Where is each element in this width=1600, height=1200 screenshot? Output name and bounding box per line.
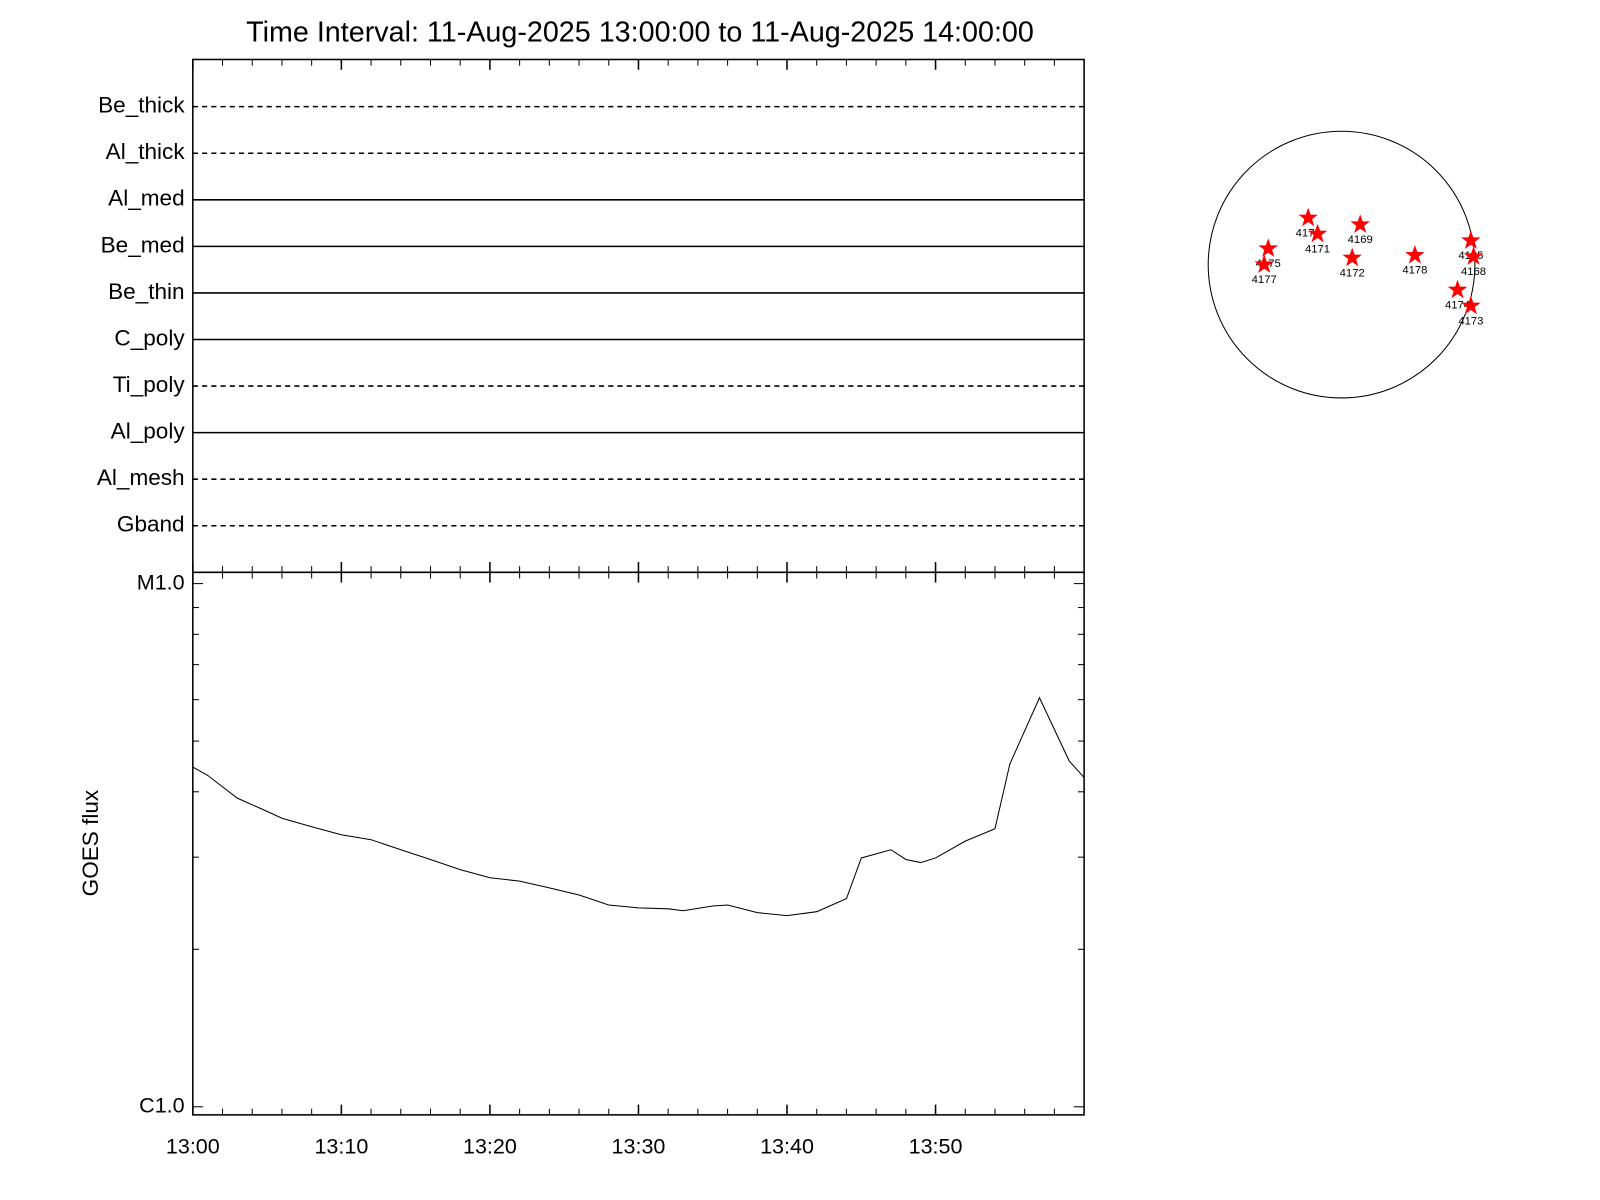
filter-label: Be_med xyxy=(101,232,185,257)
region-marker xyxy=(1461,295,1481,315)
x-tick-label: 13:00 xyxy=(166,1134,220,1158)
filter-label: Ti_poly xyxy=(113,372,186,397)
region-marker xyxy=(1350,214,1370,233)
region-marker xyxy=(1447,279,1468,299)
y-axis-label: GOES flux xyxy=(78,789,103,896)
region-label: 4174 xyxy=(1445,299,1470,311)
region-label: 4173 xyxy=(1458,315,1483,327)
region-label: 4171 xyxy=(1305,243,1330,255)
filter-label: Al_poly xyxy=(111,419,186,444)
x-tick-label: 13:10 xyxy=(314,1134,368,1158)
region-marker xyxy=(1342,247,1362,267)
region-marker xyxy=(1463,246,1484,265)
filter-label: Gband xyxy=(117,512,185,537)
chart-title: Time Interval: 11-Aug-2025 13:00:00 to 1… xyxy=(246,16,1034,48)
region-marker xyxy=(1258,238,1278,257)
filter-label: Al_med xyxy=(108,186,184,211)
region-label: 4178 xyxy=(1402,265,1427,277)
region-label: 4168 xyxy=(1461,266,1486,278)
y-tick-label: M1.0 xyxy=(137,570,185,594)
x-tick-label: 13:50 xyxy=(909,1134,963,1158)
filter-label: Be_thick xyxy=(98,93,185,118)
region-marker xyxy=(1254,254,1274,273)
region-label: 4172 xyxy=(1340,267,1365,279)
y-tick-label: C1.0 xyxy=(139,1093,184,1117)
region-marker xyxy=(1307,223,1328,243)
x-tick-label: 13:30 xyxy=(612,1134,666,1158)
filter-label: Be_thin xyxy=(108,279,184,304)
x-tick-label: 13:20 xyxy=(463,1134,517,1158)
region-marker xyxy=(1405,245,1425,264)
filter-label: C_poly xyxy=(114,325,185,350)
region-marker xyxy=(1298,207,1318,227)
x-tick-label: 13:40 xyxy=(760,1134,814,1158)
region-marker xyxy=(1461,230,1481,249)
flux-line xyxy=(192,696,1085,917)
filter-label: Al_thick xyxy=(106,139,186,164)
solar-disk xyxy=(1207,130,1476,399)
filter-label: Al_mesh xyxy=(97,465,185,490)
region-label: 4177 xyxy=(1252,274,1277,286)
region-label: 4169 xyxy=(1348,234,1373,246)
